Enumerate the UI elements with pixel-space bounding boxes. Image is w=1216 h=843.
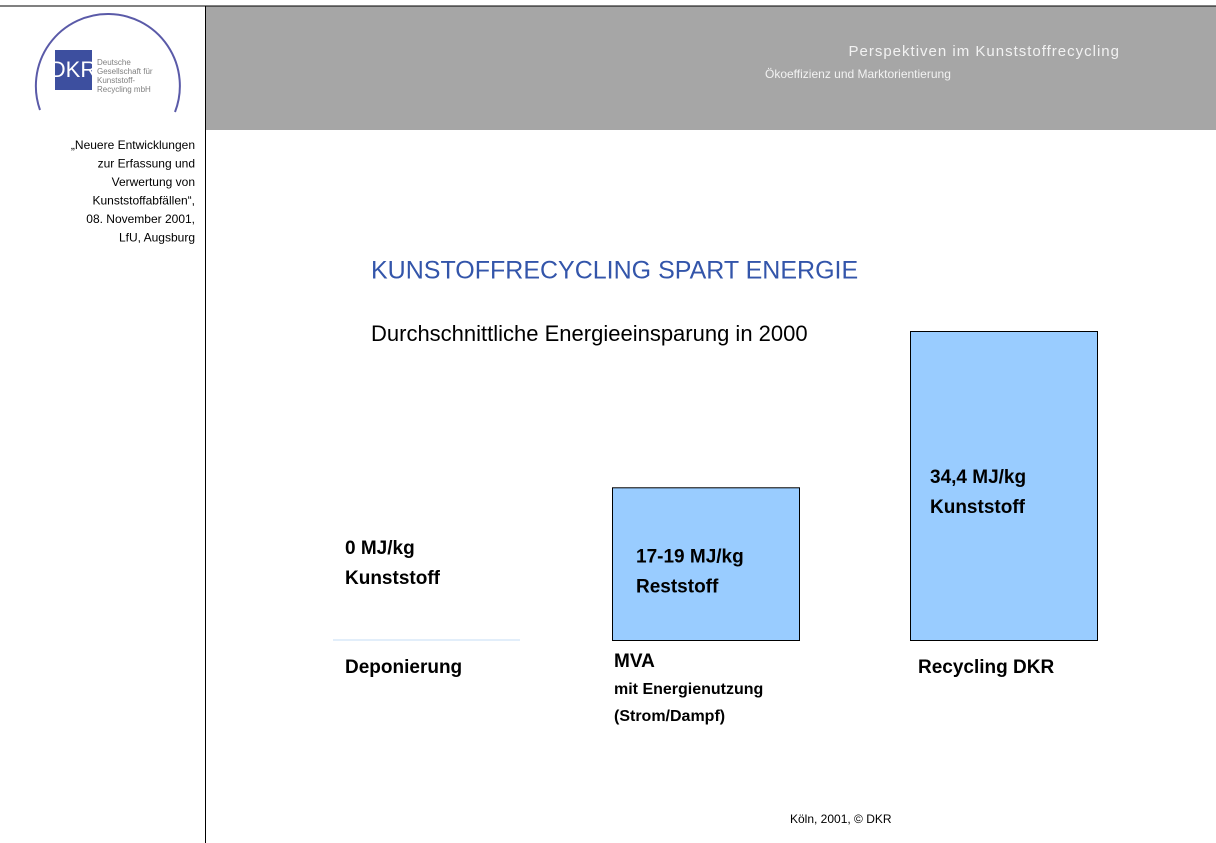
sidebar-note-line: 08. November 2001, (86, 212, 195, 226)
category-note: (Strom/Dampf) (614, 708, 725, 725)
sidebar-note-line: zur Erfassung und (98, 157, 195, 171)
bar (910, 331, 1098, 641)
value-label: 0 MJ/kg (345, 538, 415, 559)
sidebar-note-line: Verwertung von (112, 175, 195, 189)
sidebar-note-line: Kunststoffabfällen“, (92, 194, 195, 208)
logo-text: Recycling mbH (97, 85, 151, 94)
category-label: Deponierung (345, 657, 462, 678)
logo-box (55, 50, 92, 90)
value-label-unit: Kunststoff (345, 568, 441, 589)
logo-arc (34, 12, 181, 113)
chart-title: KUNSTOFFRECYCLING SPART ENERGIE (371, 257, 858, 285)
chart-subtitle: Durchschnittliche Energieeinsparung in 2… (371, 321, 808, 346)
sidebar-note-line: „Neuere Entwicklungen (71, 138, 195, 152)
category-label: MVA (614, 651, 655, 672)
value-label: 34,4 MJ/kg (930, 467, 1026, 488)
sidebar-note-line: LfU, Augsburg (119, 231, 195, 245)
header-band (206, 6, 1216, 130)
header-subtitle: Ökoeffizienz und Marktorientierung (765, 67, 951, 81)
category-label: Recycling DKR (918, 657, 1054, 678)
header-title: Perspektiven im Kunststoffrecycling (849, 43, 1121, 60)
logo-text: Deutsche (97, 58, 131, 67)
category-note: mit Energienutzung (614, 681, 763, 698)
value-label-unit: Reststoff (636, 576, 719, 597)
value-label: 17-19 MJ/kg (636, 546, 744, 567)
logo-text: Gesellschaft für (97, 67, 153, 76)
logo-text: Kunststoff- (97, 76, 135, 85)
value-label-unit: Kunststoff (930, 497, 1026, 518)
bar (612, 487, 800, 641)
logo-abbr: DKR (50, 57, 96, 82)
footer: Köln, 2001, © DKR (790, 812, 892, 826)
